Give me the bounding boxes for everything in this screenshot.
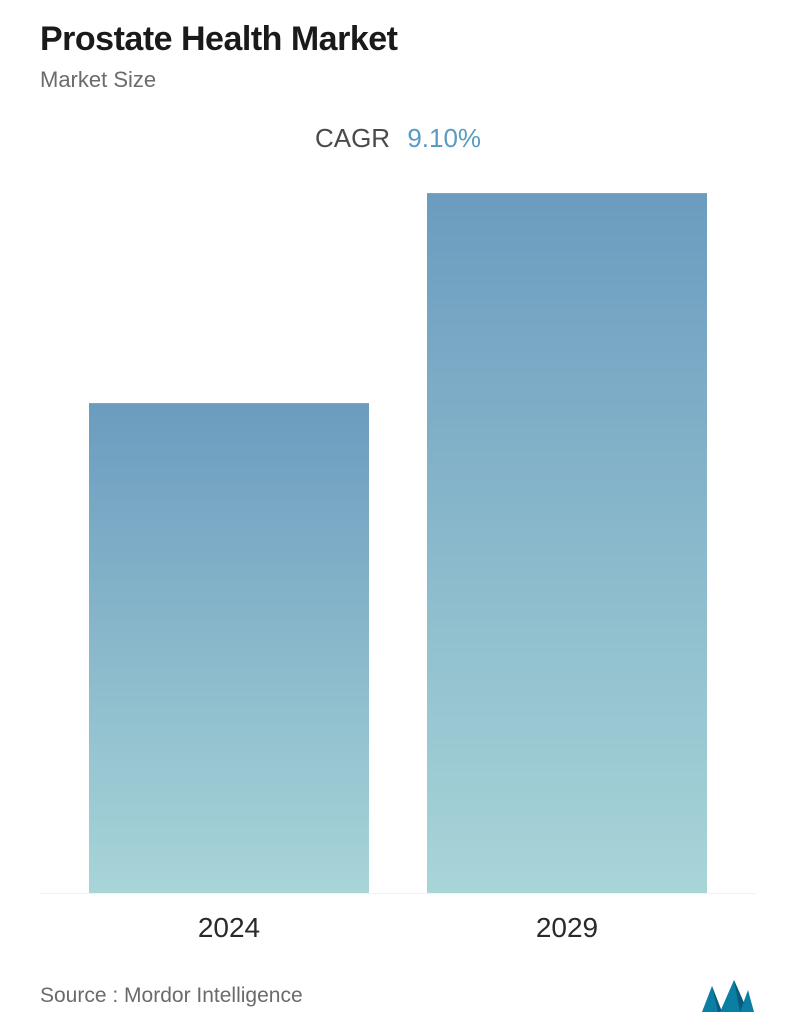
cagr-value: 9.10%: [407, 123, 481, 153]
bar-label-0: 2024: [89, 912, 369, 944]
bar-group-0: [89, 403, 369, 893]
bar-0: [89, 403, 369, 893]
source-text: Source : Mordor Intelligence: [40, 984, 303, 1008]
mordor-logo-icon: [700, 978, 756, 1014]
page-subtitle: Market Size: [40, 67, 756, 93]
page-title: Prostate Health Market: [40, 20, 756, 59]
x-axis-labels: 2024 2029: [40, 894, 756, 944]
chart-area: [40, 164, 756, 894]
bar-label-1: 2029: [427, 912, 707, 944]
cagr-row: CAGR 9.10%: [40, 123, 756, 154]
bar-group-1: [427, 193, 707, 893]
cagr-label: CAGR: [315, 123, 390, 153]
chart-container: Prostate Health Market Market Size CAGR …: [0, 0, 796, 1034]
footer: Source : Mordor Intelligence: [40, 944, 756, 1014]
bar-1: [427, 193, 707, 893]
